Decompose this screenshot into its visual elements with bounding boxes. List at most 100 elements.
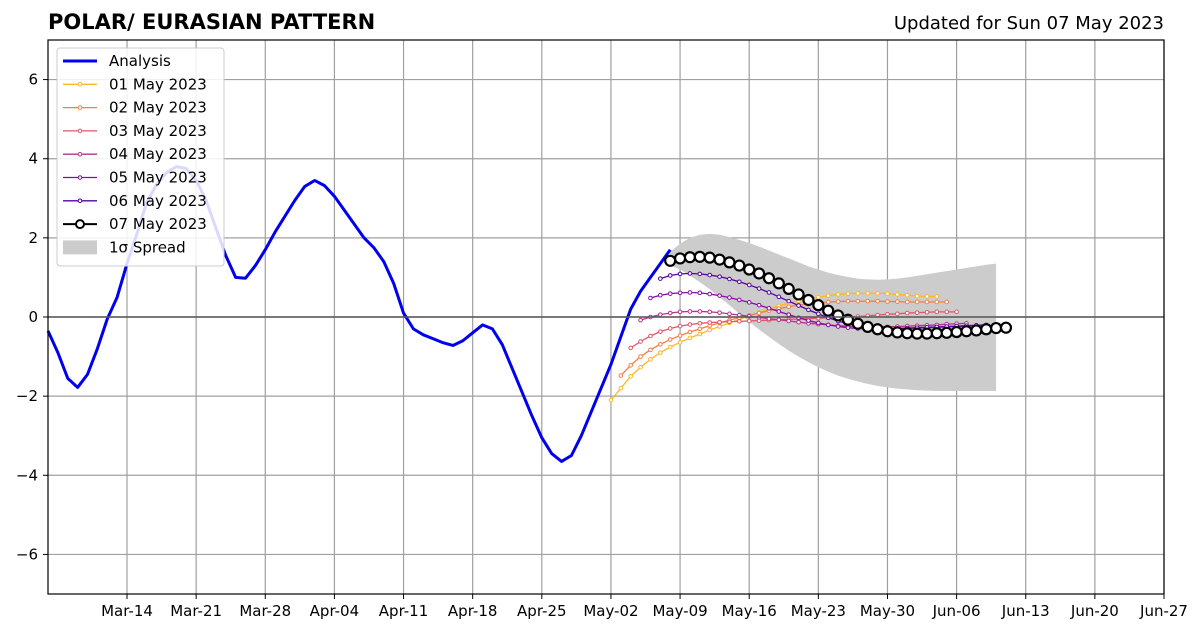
- x-tick-label: Mar-21: [170, 602, 222, 620]
- forecast-point: [697, 309, 703, 314]
- forecast-point: [677, 323, 683, 329]
- forecast-point: [608, 397, 614, 403]
- forecast-point: [648, 333, 653, 339]
- x-tick-label: May-02: [583, 602, 638, 620]
- forecast-point: [796, 303, 801, 308]
- forecast-point: [776, 309, 782, 314]
- forecast-point: [638, 364, 643, 370]
- x-tick-label: Jun-20: [1070, 602, 1119, 620]
- forecast-point: [746, 282, 752, 288]
- forecast-point: [707, 320, 712, 325]
- forecast-point: [861, 320, 874, 333]
- forecast-point: [737, 319, 742, 324]
- forecast-point: [667, 326, 673, 331]
- y-tick-label: 6: [28, 71, 38, 89]
- y-tick-label: 4: [28, 150, 38, 168]
- legend-swatch-spread: [63, 240, 97, 255]
- forecast-point: [638, 339, 643, 344]
- forecast-point: [904, 310, 910, 316]
- plot-frame: [47, 39, 1165, 595]
- forecast-point: [667, 291, 673, 296]
- forecast-point: [673, 252, 687, 265]
- forecast-point: [746, 300, 752, 305]
- forecast-point: [697, 321, 703, 326]
- x-tick-label: Jun-06: [932, 602, 981, 620]
- forecast-point: [677, 309, 683, 315]
- x-tick-label: May-30: [860, 602, 915, 620]
- legend-swatch-marker: [75, 219, 85, 230]
- forecast-point: [845, 298, 851, 304]
- forecast-point: [677, 340, 683, 345]
- x-tick-label: Apr-11: [379, 602, 429, 620]
- legend-label-analysis: Analysis: [109, 52, 171, 70]
- forecast-point: [950, 325, 963, 339]
- forecast-point: [940, 326, 953, 339]
- forecast-point: [782, 282, 795, 296]
- x-tick-label: Mar-28: [239, 602, 291, 620]
- legend-label-forecast: 06 May 2023: [109, 192, 207, 210]
- legend-label-spread: 1σ Spread: [109, 238, 186, 256]
- forecast-point: [697, 290, 703, 296]
- forecast-point: [855, 298, 861, 304]
- forecast-point: [904, 299, 910, 305]
- y-tick-label: 0: [28, 308, 38, 326]
- forecast-point: [707, 309, 712, 315]
- x-tick-label: Apr-18: [448, 602, 498, 620]
- forecast-point: [885, 311, 890, 317]
- forecast-point: [924, 299, 930, 305]
- forecast-point: [924, 294, 930, 299]
- forecast-line: [610, 292, 937, 401]
- forecast-point: [806, 318, 811, 323]
- forecast-point: [677, 271, 683, 277]
- legend-swatch-marker: [77, 128, 83, 134]
- forecast-point: [697, 331, 703, 337]
- forecast-point: [737, 279, 742, 285]
- forecast-point: [934, 299, 940, 305]
- forecast-point: [766, 290, 772, 295]
- forecast-point: [687, 335, 693, 341]
- forecast-point: [638, 317, 643, 323]
- forecast-point: [960, 325, 973, 338]
- forecast-point: [713, 253, 726, 266]
- forecast-point: [667, 344, 673, 350]
- forecast-line: [660, 272, 987, 330]
- forecast-point: [871, 323, 884, 336]
- forecast-point: [658, 292, 663, 298]
- forecast-point: [658, 350, 663, 355]
- chart-title: POLAR/ EURASIAN PATTERN: [48, 10, 375, 34]
- forecast-point: [930, 327, 943, 340]
- forecast-point: [733, 259, 746, 272]
- forecast-point: [667, 337, 673, 342]
- forecast-point: [737, 297, 742, 303]
- forecast-point: [703, 251, 716, 264]
- legend-swatch-marker: [77, 175, 83, 180]
- forecast-point: [717, 293, 722, 298]
- forecast-point: [638, 354, 643, 359]
- y-tick-label: −2: [16, 387, 38, 405]
- forecast-point: [786, 304, 792, 310]
- forecast-point: [776, 294, 782, 300]
- forecast-point: [664, 254, 677, 267]
- forecast-point: [717, 324, 722, 329]
- series-layer: [46, 165, 1013, 463]
- forecast-point: [944, 299, 950, 305]
- forecast-point: [914, 310, 920, 315]
- forecast-point: [910, 327, 924, 340]
- forecast-point: [658, 329, 663, 334]
- forecast-point: [697, 271, 703, 277]
- forecast-point: [667, 310, 673, 316]
- forecast-point: [865, 298, 871, 304]
- forecast-point: [796, 319, 801, 325]
- forecast-point: [855, 290, 861, 296]
- forecast-point: [980, 323, 993, 336]
- forecast-point: [944, 309, 950, 315]
- forecast-point: [723, 256, 736, 269]
- forecast-point: [924, 309, 930, 315]
- forecast-point: [756, 310, 762, 316]
- forecast-point: [687, 271, 693, 276]
- forecast-point: [658, 342, 663, 347]
- forecast-point: [677, 333, 683, 338]
- forecast-point: [727, 295, 732, 300]
- forecast-point: [816, 311, 821, 317]
